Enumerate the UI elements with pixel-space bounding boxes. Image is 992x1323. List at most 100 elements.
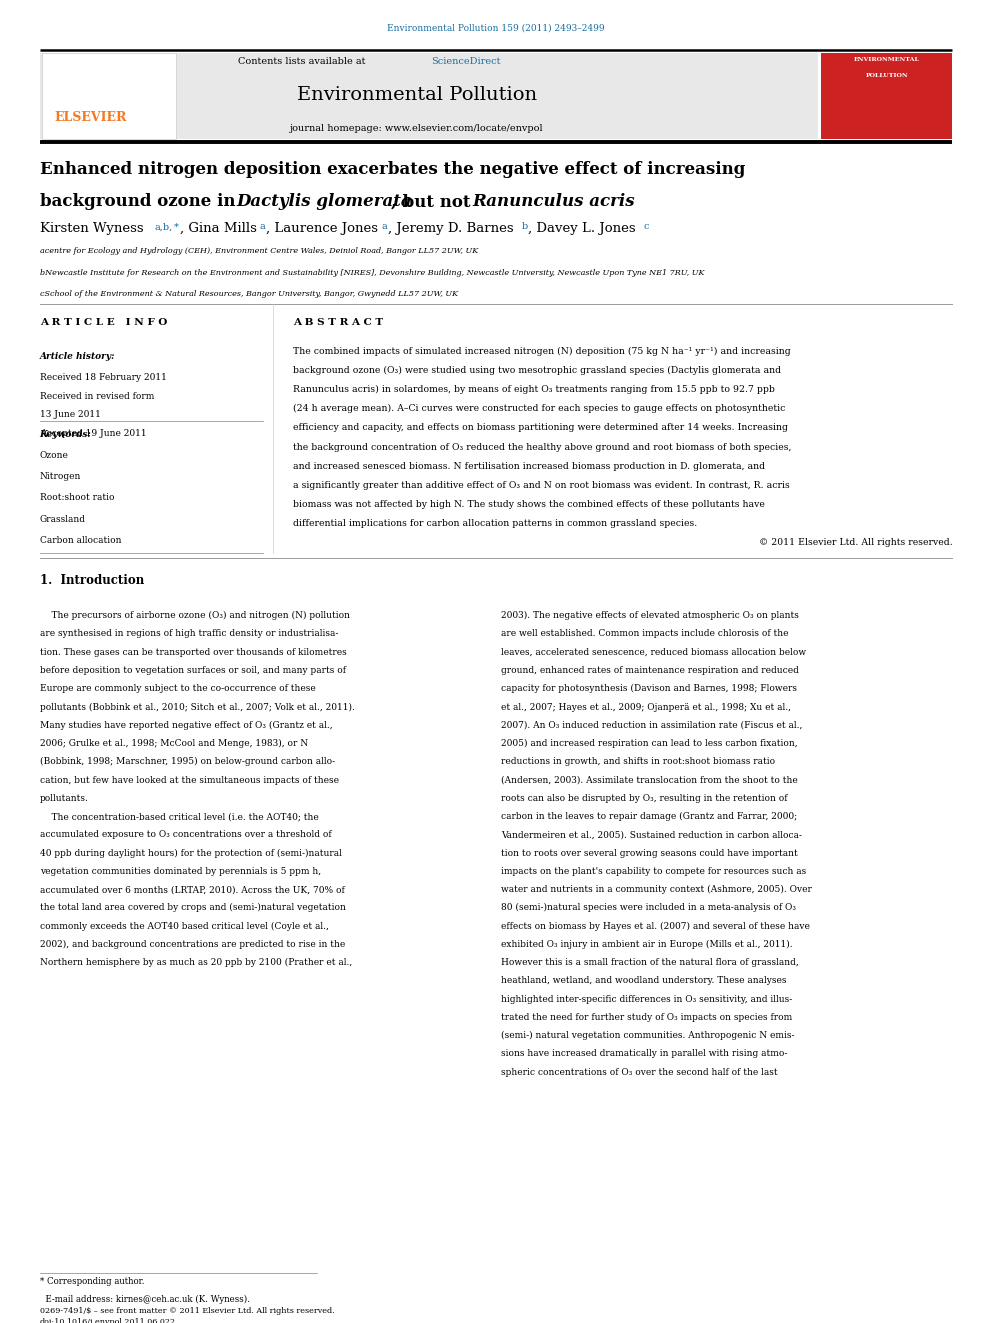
Text: cSchool of the Environment & Natural Resources, Bangor University, Bangor, Gwyne: cSchool of the Environment & Natural Res… bbox=[40, 290, 457, 298]
Text: acentre for Ecology and Hydrology (CEH), Environment Centre Wales, Deiniol Road,: acentre for Ecology and Hydrology (CEH),… bbox=[40, 247, 478, 255]
Text: background ozone in: background ozone in bbox=[40, 193, 241, 210]
Text: capacity for photosynthesis (Davison and Barnes, 1998; Flowers: capacity for photosynthesis (Davison and… bbox=[501, 684, 797, 693]
Text: Environmental Pollution: Environmental Pollution bbox=[297, 86, 537, 105]
Text: the total land area covered by crops and (semi-)natural vegetation: the total land area covered by crops and… bbox=[40, 904, 345, 913]
Text: , Jeremy D. Barnes: , Jeremy D. Barnes bbox=[388, 222, 514, 235]
Text: Many studies have reported negative effect of O₃ (Grantz et al.,: Many studies have reported negative effe… bbox=[40, 721, 332, 730]
Text: *: * bbox=[174, 222, 179, 232]
Text: (Andersen, 2003). Assimilate translocation from the shoot to the: (Andersen, 2003). Assimilate translocati… bbox=[501, 775, 798, 785]
Text: Dactylis glomerata: Dactylis glomerata bbox=[236, 193, 412, 210]
Text: The combined impacts of simulated increased nitrogen (N) deposition (75 kg N ha⁻: The combined impacts of simulated increa… bbox=[293, 347, 791, 356]
Text: differential implications for carbon allocation patterns in common grassland spe: differential implications for carbon all… bbox=[293, 520, 697, 528]
Text: (Bobbink, 1998; Marschner, 1995) on below-ground carbon allo-: (Bobbink, 1998; Marschner, 1995) on belo… bbox=[40, 757, 335, 766]
Text: 2005) and increased respiration can lead to less carbon fixation,: 2005) and increased respiration can lead… bbox=[501, 740, 798, 747]
Text: accumulated over 6 months (LRTAP, 2010). Across the UK, 70% of: accumulated over 6 months (LRTAP, 2010).… bbox=[40, 885, 344, 894]
Text: Keywords:: Keywords: bbox=[40, 430, 91, 439]
Text: effects on biomass by Hayes et al. (2007) and several of these have: effects on biomass by Hayes et al. (2007… bbox=[501, 922, 809, 930]
Text: a: a bbox=[382, 222, 388, 232]
Text: ENVIRONMENTAL: ENVIRONMENTAL bbox=[854, 57, 920, 62]
Text: 2003). The negative effects of elevated atmospheric O₃ on plants: 2003). The negative effects of elevated … bbox=[501, 611, 799, 620]
Text: (semi-) natural vegetation communities. Anthropogenic N emis-: (semi-) natural vegetation communities. … bbox=[501, 1031, 795, 1040]
Text: the background concentration of O₃ reduced the healthy above ground and root bio: the background concentration of O₃ reduc… bbox=[293, 442, 791, 451]
Text: carbon in the leaves to repair damage (Grantz and Farrar, 2000;: carbon in the leaves to repair damage (G… bbox=[501, 812, 798, 822]
Text: POLLUTION: POLLUTION bbox=[866, 73, 908, 78]
Text: Ranunculus acris: Ranunculus acris bbox=[472, 193, 635, 210]
Text: (24 h average mean). A–Ci curves were constructed for each species to gauge effe: (24 h average mean). A–Ci curves were co… bbox=[293, 405, 785, 413]
Text: biomass was not affected by high N. The study shows the combined effects of thes: biomass was not affected by high N. The … bbox=[293, 500, 765, 509]
Text: The precursors of airborne ozone (O₃) and nitrogen (N) pollution: The precursors of airborne ozone (O₃) an… bbox=[40, 611, 349, 620]
Text: cation, but few have looked at the simultaneous impacts of these: cation, but few have looked at the simul… bbox=[40, 775, 338, 785]
Text: a significantly greater than additive effect of O₃ and N on root biomass was evi: a significantly greater than additive ef… bbox=[293, 482, 790, 490]
Text: b: b bbox=[522, 222, 528, 232]
Text: Kirsten Wyness: Kirsten Wyness bbox=[40, 222, 143, 235]
Text: journal homepage: www.elsevier.com/locate/envpol: journal homepage: www.elsevier.com/locat… bbox=[290, 124, 544, 134]
Text: sions have increased dramatically in parallel with rising atmo-: sions have increased dramatically in par… bbox=[501, 1049, 788, 1058]
Text: background ozone (O₃) were studied using two mesotrophic grassland species (Dact: background ozone (O₃) were studied using… bbox=[293, 365, 781, 374]
Text: doi:10.1016/j.envpol.2011.06.022: doi:10.1016/j.envpol.2011.06.022 bbox=[40, 1318, 176, 1323]
Text: Received 18 February 2011: Received 18 February 2011 bbox=[40, 373, 167, 382]
Text: a: a bbox=[260, 222, 266, 232]
Text: Ozone: Ozone bbox=[40, 451, 68, 460]
Text: reductions in growth, and shifts in root:shoot biomass ratio: reductions in growth, and shifts in root… bbox=[501, 757, 775, 766]
Text: A R T I C L E   I N F O: A R T I C L E I N F O bbox=[40, 318, 167, 327]
Text: 40 ppb during daylight hours) for the protection of (semi-)natural: 40 ppb during daylight hours) for the pr… bbox=[40, 848, 341, 857]
Text: Vandermeiren et al., 2005). Sustained reduction in carbon alloca-: Vandermeiren et al., 2005). Sustained re… bbox=[501, 831, 802, 839]
Text: pollutants (Bobbink et al., 2010; Sitch et al., 2007; Volk et al., 2011).: pollutants (Bobbink et al., 2010; Sitch … bbox=[40, 703, 354, 712]
Bar bbox=[821, 53, 952, 139]
Text: before deposition to vegetation surfaces or soil, and many parts of: before deposition to vegetation surfaces… bbox=[40, 665, 345, 675]
Text: bNewcastle Institute for Research on the Environment and Sustainability [NIRES],: bNewcastle Institute for Research on the… bbox=[40, 269, 704, 277]
Text: tion to roots over several growing seasons could have important: tion to roots over several growing seaso… bbox=[501, 848, 798, 857]
Text: Environmental Pollution 159 (2011) 2493–2499: Environmental Pollution 159 (2011) 2493–… bbox=[387, 24, 605, 33]
Text: pollutants.: pollutants. bbox=[40, 794, 88, 803]
Text: spheric concentrations of O₃ over the second half of the last: spheric concentrations of O₃ over the se… bbox=[501, 1068, 778, 1077]
Text: 0269-7491/$ – see front matter © 2011 Elsevier Ltd. All rights reserved.: 0269-7491/$ – see front matter © 2011 El… bbox=[40, 1307, 334, 1315]
Text: ELSEVIER: ELSEVIER bbox=[55, 111, 127, 124]
Text: 13 June 2011: 13 June 2011 bbox=[40, 410, 100, 419]
Text: The concentration-based critical level (i.e. the AOT40; the: The concentration-based critical level (… bbox=[40, 812, 318, 822]
Text: E-mail address: kirnes@ceh.ac.uk (K. Wyness).: E-mail address: kirnes@ceh.ac.uk (K. Wyn… bbox=[40, 1295, 250, 1304]
Text: Grassland: Grassland bbox=[40, 515, 85, 524]
Text: water and nutrients in a community context (Ashmore, 2005). Over: water and nutrients in a community conte… bbox=[501, 885, 811, 894]
Text: 80 (semi-)natural species were included in a meta-analysis of O₃: 80 (semi-)natural species were included … bbox=[501, 904, 796, 913]
Text: et al., 2007; Hayes et al., 2009; Ojanperä et al., 1998; Xu et al.,: et al., 2007; Hayes et al., 2009; Ojanpe… bbox=[501, 703, 791, 712]
Text: impacts on the plant's capability to compete for resources such as: impacts on the plant's capability to com… bbox=[501, 867, 806, 876]
Text: Europe are commonly subject to the co-occurrence of these: Europe are commonly subject to the co-oc… bbox=[40, 684, 315, 693]
Text: and increased senesced biomass. N fertilisation increased biomass production in : and increased senesced biomass. N fertil… bbox=[293, 462, 765, 471]
Text: efficiency and capacity, and effects on biomass partitioning were determined aft: efficiency and capacity, and effects on … bbox=[293, 423, 788, 433]
Text: Root:shoot ratio: Root:shoot ratio bbox=[40, 493, 114, 503]
Text: Article history:: Article history: bbox=[40, 352, 115, 361]
Text: c: c bbox=[644, 222, 650, 232]
Text: are well established. Common impacts include chlorosis of the: are well established. Common impacts inc… bbox=[501, 630, 789, 639]
Text: © 2011 Elsevier Ltd. All rights reserved.: © 2011 Elsevier Ltd. All rights reserved… bbox=[759, 538, 952, 548]
Text: 2002), and background concentrations are predicted to rise in the: 2002), and background concentrations are… bbox=[40, 939, 345, 949]
Text: exhibited O₃ injury in ambient air in Europe (Mills et al., 2011).: exhibited O₃ injury in ambient air in Eu… bbox=[501, 939, 793, 949]
Text: accumulated exposure to O₃ concentrations over a threshold of: accumulated exposure to O₃ concentration… bbox=[40, 831, 331, 839]
Text: are synthesised in regions of high traffic density or industrialisa-: are synthesised in regions of high traff… bbox=[40, 630, 338, 639]
Text: tion. These gases can be transported over thousands of kilometres: tion. These gases can be transported ove… bbox=[40, 648, 346, 656]
Text: Received in revised form: Received in revised form bbox=[40, 392, 154, 401]
Text: Accepted 19 June 2011: Accepted 19 June 2011 bbox=[40, 429, 146, 438]
Text: , Gina Mills: , Gina Mills bbox=[180, 222, 256, 235]
Text: 1.  Introduction: 1. Introduction bbox=[40, 574, 144, 587]
Text: , Laurence Jones: , Laurence Jones bbox=[266, 222, 378, 235]
Text: Nitrogen: Nitrogen bbox=[40, 472, 81, 482]
Text: vegetation communities dominated by perennials is 5 ppm h,: vegetation communities dominated by pere… bbox=[40, 867, 320, 876]
Text: 2006; Grulke et al., 1998; McCool and Menge, 1983), or N: 2006; Grulke et al., 1998; McCool and Me… bbox=[40, 740, 308, 747]
Text: Carbon allocation: Carbon allocation bbox=[40, 536, 121, 545]
Text: A B S T R A C T: A B S T R A C T bbox=[293, 318, 383, 327]
Text: trated the need for further study of O₃ impacts on species from: trated the need for further study of O₃ … bbox=[501, 1013, 793, 1021]
Text: However this is a small fraction of the natural flora of grassland,: However this is a small fraction of the … bbox=[501, 958, 799, 967]
Text: Contents lists available at: Contents lists available at bbox=[238, 57, 369, 66]
Text: Ranunculus acris) in solardomes, by means of eight O₃ treatments ranging from 15: Ranunculus acris) in solardomes, by mean… bbox=[293, 385, 775, 394]
Text: Northern hemisphere by as much as 20 ppb by 2100 (Prather et al.,: Northern hemisphere by as much as 20 ppb… bbox=[40, 958, 352, 967]
Text: , but not: , but not bbox=[391, 193, 476, 210]
Text: * Corresponding author.: * Corresponding author. bbox=[40, 1277, 144, 1286]
Text: Enhanced nitrogen deposition exacerbates the negative effect of increasing: Enhanced nitrogen deposition exacerbates… bbox=[40, 161, 745, 179]
Text: ScienceDirect: ScienceDirect bbox=[432, 57, 501, 66]
Text: highlighted inter-specific differences in O₃ sensitivity, and illus-: highlighted inter-specific differences i… bbox=[501, 995, 793, 1004]
Text: , Davey L. Jones: , Davey L. Jones bbox=[528, 222, 635, 235]
Bar bbox=[40, 53, 818, 139]
Text: ground, enhanced rates of maintenance respiration and reduced: ground, enhanced rates of maintenance re… bbox=[501, 665, 799, 675]
Text: a,b,: a,b, bbox=[155, 222, 173, 232]
Text: heathland, wetland, and woodland understory. These analyses: heathland, wetland, and woodland underst… bbox=[501, 976, 787, 986]
